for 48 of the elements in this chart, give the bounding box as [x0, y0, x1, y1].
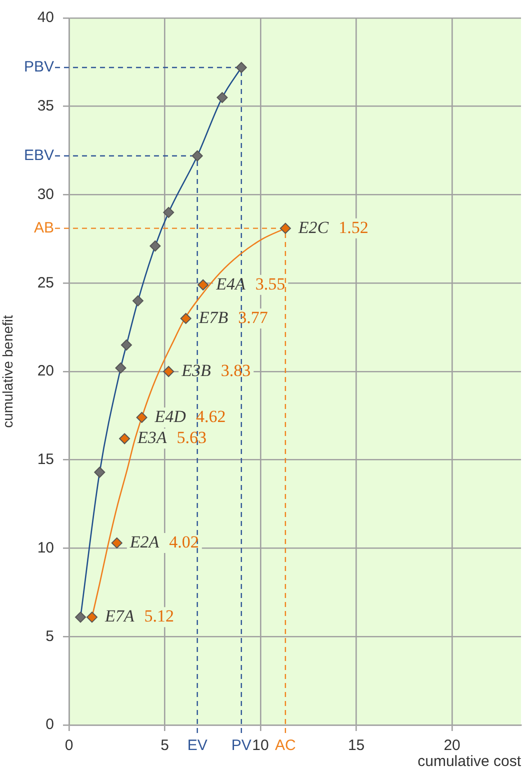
point: [115, 362, 126, 374]
y-axis-title: cumulative benefit: [0, 314, 16, 428]
annotation: E3A 5.63: [136, 428, 207, 448]
y-tick-label: 15: [37, 451, 54, 468]
annotation: E7B 3.77: [198, 308, 268, 327]
ref-line-label: EBV: [24, 147, 54, 164]
point: [86, 612, 98, 623]
point: [74, 612, 86, 623]
x-tick-label: 0: [64, 737, 74, 754]
point: [163, 206, 174, 218]
y-tick-label: 40: [37, 9, 54, 26]
point: [180, 312, 192, 324]
x-axis-title: cumulative cost: [418, 753, 522, 770]
annotation: E4A 3.55: [215, 274, 286, 294]
point: [119, 433, 130, 444]
x-tick-label: 10: [252, 737, 269, 754]
point: [120, 339, 132, 350]
annotation: E7A 5.12: [104, 606, 174, 626]
point: [132, 295, 144, 306]
x-tick-label: 15: [348, 737, 365, 754]
ref-line-label: AC: [275, 737, 296, 754]
annotation: E2C 1.52: [297, 218, 368, 237]
ref-line-label: AB: [34, 219, 54, 236]
point: [150, 240, 161, 252]
y-tick-label: 30: [37, 186, 54, 203]
y-tick-label: 10: [37, 539, 54, 556]
x-tick-label: 5: [160, 737, 169, 754]
annotation: E2A 4.02: [128, 532, 199, 552]
point: [198, 279, 209, 290]
point: [94, 466, 106, 478]
annotation: E3B 3.83: [180, 360, 251, 380]
point: [236, 62, 247, 73]
y-tick-label: 0: [46, 716, 54, 734]
point: [192, 150, 203, 162]
point: [136, 412, 148, 423]
annotation: E4D 4.62: [154, 406, 226, 426]
point: [163, 366, 174, 377]
y-tick-label: 35: [37, 98, 54, 115]
ref-line-label: PBV: [24, 58, 54, 76]
x-tick-label: 20: [444, 737, 460, 754]
y-tick-label: 5: [46, 628, 54, 645]
ref-line-label: EV: [187, 737, 208, 754]
point: [280, 222, 291, 234]
point: [111, 537, 122, 548]
ref-line-label: PV: [231, 737, 252, 754]
y-tick-label: 20: [37, 362, 54, 380]
point: [216, 92, 228, 104]
y-tick-label: 25: [37, 274, 54, 292]
